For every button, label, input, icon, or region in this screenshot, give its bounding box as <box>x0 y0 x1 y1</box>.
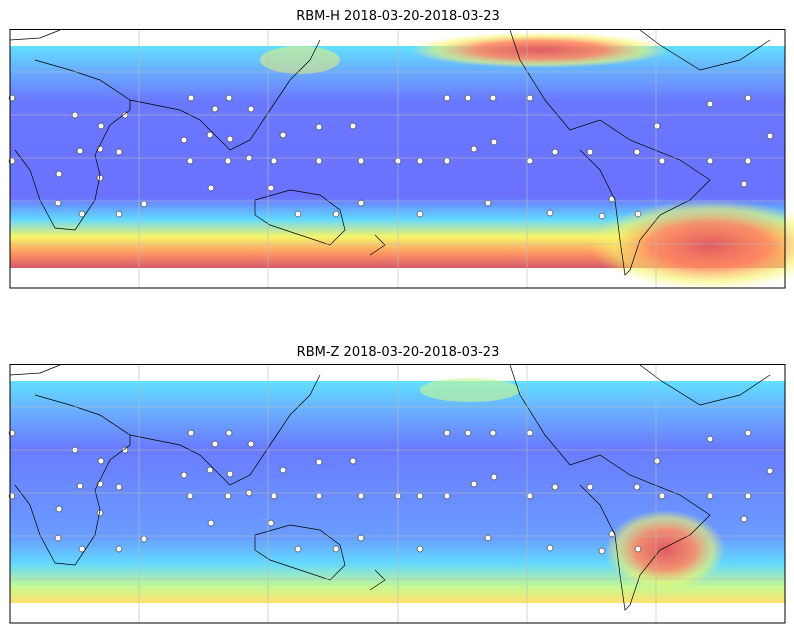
warm-region <box>260 46 340 74</box>
map-title: RBM-Z 2018-03-20-2018-03-23 <box>297 345 500 360</box>
map-frame <box>9 29 786 289</box>
hot-region <box>410 32 670 68</box>
warm-region <box>420 378 520 402</box>
hot-region <box>605 510 725 590</box>
map-title: RBM-H 2018-03-20-2018-03-23 <box>296 9 500 24</box>
map-frame <box>9 364 786 624</box>
graticule <box>10 30 785 288</box>
map-panel <box>8 364 786 624</box>
graticule <box>10 365 785 623</box>
hot-region <box>590 200 794 290</box>
map-panel <box>8 29 794 290</box>
